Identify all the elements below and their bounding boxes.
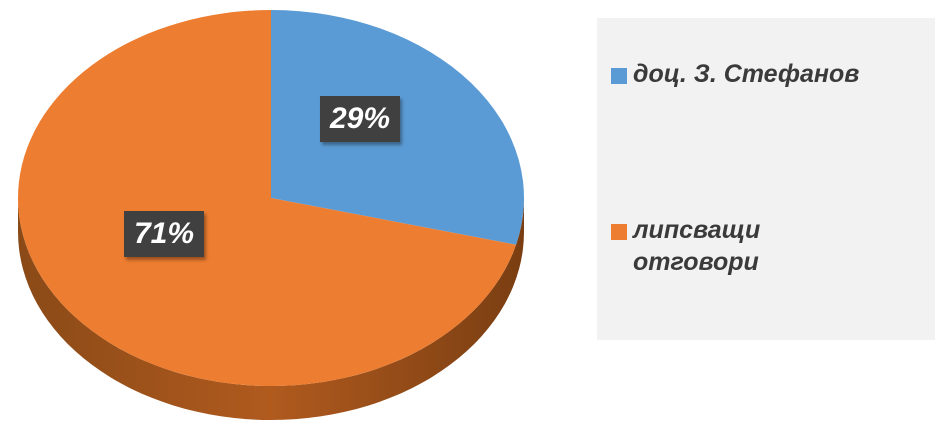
legend-item-dots-z-stefanov: доц. З. Стефанов xyxy=(611,58,859,90)
legend-label: липсващи отговори xyxy=(633,216,761,276)
legend-label: доц. З. Стефанов xyxy=(633,60,860,88)
legend-swatch-orange xyxy=(611,224,627,240)
data-label-missing-answers: 71% xyxy=(124,211,205,257)
pie-side-wall xyxy=(18,198,524,420)
legend-swatch-blue xyxy=(611,68,627,84)
pie-plot-area xyxy=(17,10,524,420)
legend: доц. З. Стефанов липсващи отговори xyxy=(597,18,935,340)
slice-missing-answers xyxy=(17,10,517,387)
legend-item-missing-answers: липсващи отговори xyxy=(611,214,833,278)
data-label-dots-z-stefanov: 29% xyxy=(320,96,401,142)
